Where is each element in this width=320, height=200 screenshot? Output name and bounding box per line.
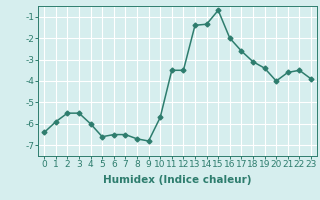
X-axis label: Humidex (Indice chaleur): Humidex (Indice chaleur) bbox=[103, 175, 252, 185]
